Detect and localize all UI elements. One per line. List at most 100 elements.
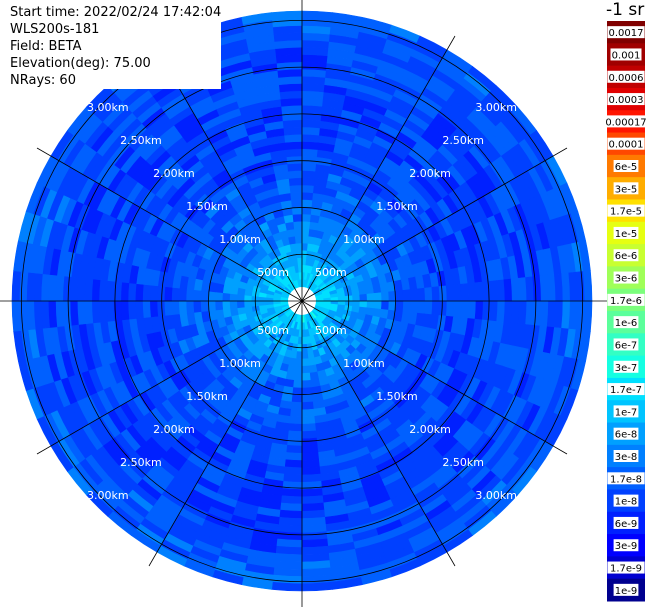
- beta-cell: [11, 270, 22, 302]
- beta-cell: [287, 430, 303, 440]
- beta-cell: [489, 280, 499, 302]
- colorbar-tick-label: 3e-7: [615, 363, 638, 374]
- beta-cell: [275, 538, 303, 548]
- beta-cell: [307, 357, 316, 367]
- beta-cell: [279, 502, 303, 512]
- beta-cell: [301, 444, 319, 454]
- beta-cell: [358, 287, 368, 296]
- beta-cell: [409, 288, 419, 302]
- beta-cell: [301, 516, 326, 527]
- azimuth-spoke: [148, 300, 303, 567]
- beta-cell: [278, 516, 303, 527]
- beta-cell: [62, 275, 72, 302]
- beta-cell: [221, 300, 231, 310]
- colorbar-tick-bg: [613, 427, 639, 440]
- beta-cell: [276, 531, 303, 541]
- beta-cell: [294, 228, 303, 237]
- range-ring-label: 2.50km: [442, 456, 484, 469]
- beta-cell: [301, 416, 316, 425]
- colorbar-tick-label: 0.0006: [609, 73, 644, 84]
- colorbar-tick-label: 0.00017: [605, 117, 646, 128]
- beta-cell: [171, 287, 180, 302]
- beta-cell: [532, 275, 542, 302]
- colorbar-tick-label: 1.7e-6: [610, 296, 642, 307]
- colorbar-title: -1 sr: [606, 0, 645, 20]
- beta-cell: [365, 285, 375, 295]
- beta-cell: [293, 220, 303, 230]
- beta-cell: [301, 322, 306, 331]
- beta-cell: [301, 54, 329, 64]
- beta-cell: [301, 126, 321, 136]
- beta-cell: [525, 300, 535, 326]
- beta-cell: [301, 351, 309, 360]
- beta-cell: [359, 300, 368, 309]
- beta-cell: [221, 292, 231, 302]
- beta-cell: [142, 300, 151, 319]
- beta-cell: [460, 300, 470, 319]
- beta-cell: [200, 300, 209, 312]
- beta-cell: [301, 423, 316, 432]
- beta-cell: [280, 97, 303, 107]
- beta-cell: [474, 300, 484, 321]
- beta-cell: [290, 401, 303, 411]
- range-ring-label: 2.00km: [153, 423, 195, 436]
- beta-cell: [301, 104, 323, 114]
- range-ring-label: 500m: [315, 324, 347, 337]
- beta-cell: [272, 300, 281, 305]
- colorbar-tick-bg: [607, 472, 645, 485]
- beta-cell: [301, 177, 316, 186]
- beta-cell: [278, 509, 303, 519]
- colorbar-tick-bg: [613, 271, 639, 284]
- beta-cell: [438, 285, 448, 302]
- beta-cell: [295, 242, 303, 251]
- beta-cell: [163, 286, 173, 302]
- beta-cell: [301, 524, 327, 534]
- beta-cell: [243, 300, 252, 308]
- beta-cell: [69, 276, 79, 302]
- beta-cell: [271, 10, 303, 21]
- beta-cell: [105, 280, 115, 302]
- beta-cell: [149, 300, 159, 318]
- beta-cell: [281, 488, 303, 498]
- range-ring-label: 1.00km: [343, 357, 385, 370]
- beta-cell: [453, 300, 462, 319]
- beta-cell: [301, 538, 329, 548]
- colorbar-tick-bg: [607, 70, 645, 83]
- beta-cell: [395, 300, 404, 312]
- colorbar-tick-label: 6e-9: [615, 519, 638, 530]
- beta-cell: [301, 119, 322, 129]
- beta-cell: [62, 300, 72, 327]
- beta-cell: [84, 277, 94, 302]
- colorbar-tick-label: 3e-8: [615, 452, 638, 463]
- range-ring-label: 500m: [257, 324, 289, 337]
- beta-cell: [431, 300, 441, 316]
- colorbar-tick-label: 1e-7: [615, 407, 638, 418]
- beta-cell: [283, 126, 303, 136]
- beta-cell: [445, 300, 455, 318]
- beta-cell: [474, 281, 484, 302]
- azimuth-spoke: [301, 35, 456, 302]
- beta-cell: [76, 277, 87, 302]
- colorbar-tick-label: 0.0003: [609, 95, 644, 106]
- beta-cell: [503, 278, 513, 302]
- beta-cell: [417, 287, 426, 302]
- colorbar-tick-bg: [607, 293, 645, 306]
- beta-cell: [294, 235, 303, 244]
- range-ring-label: 3.00km: [475, 489, 517, 502]
- beta-cell: [467, 300, 477, 320]
- beta-cell: [258, 300, 267, 306]
- beta-cell: [453, 283, 462, 302]
- beta-cell: [301, 61, 328, 71]
- beta-cell: [373, 300, 383, 310]
- beta-cell: [69, 300, 79, 326]
- beta-cell: [301, 336, 307, 345]
- beta-cell: [301, 83, 326, 93]
- azimuth-spoke: [301, 300, 568, 455]
- colorbar-tick-bg: [613, 405, 639, 418]
- beta-cell: [236, 306, 246, 315]
- colorbar-tick-bg: [607, 383, 645, 396]
- beta-cell: [98, 300, 108, 323]
- beta-cell: [301, 68, 327, 78]
- beta-cell: [539, 300, 549, 328]
- start-time: Start time: 2022/02/24 17:42:04: [10, 5, 222, 20]
